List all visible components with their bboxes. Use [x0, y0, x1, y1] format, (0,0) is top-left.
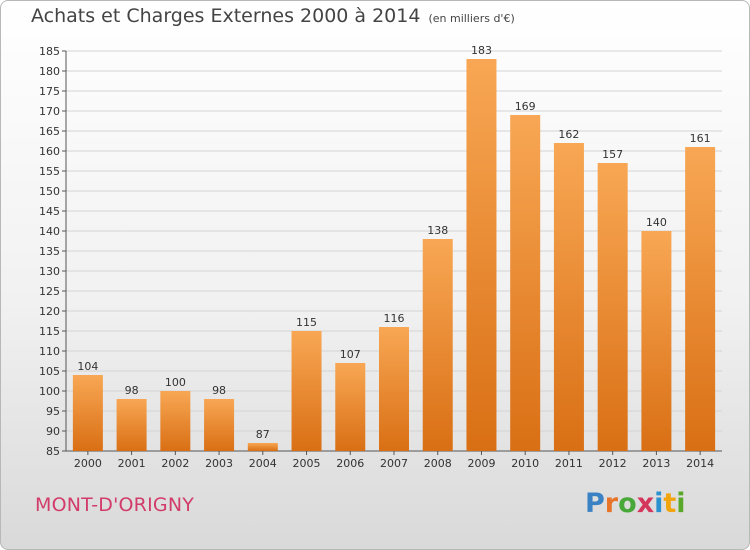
bar [597, 163, 628, 451]
x-tick-label: 2006 [336, 457, 364, 470]
proxiti-logo: Proxiti [585, 488, 686, 519]
logo-letter: P [585, 488, 605, 519]
logo-letter: o [618, 488, 637, 519]
bars [72, 59, 716, 451]
x-tick-label: 2009 [467, 457, 495, 470]
x-tick-label: 2012 [599, 457, 627, 470]
data-label: 87 [256, 428, 270, 441]
x-tick-label: 2003 [205, 457, 233, 470]
data-label: 162 [558, 128, 579, 141]
x-tick-label: 2010 [511, 457, 539, 470]
y-tick-label: 160 [39, 145, 60, 158]
data-label: 183 [471, 44, 492, 57]
data-label: 98 [212, 384, 226, 397]
data-label: 98 [125, 384, 139, 397]
data-label: 169 [515, 100, 536, 113]
bar [160, 391, 191, 451]
logo-letter: x [636, 488, 655, 519]
bar [247, 443, 278, 451]
y-tick-label: 175 [39, 85, 60, 98]
data-label: 104 [77, 360, 98, 373]
logo-letter: r [604, 488, 619, 519]
y-tick-label: 185 [39, 45, 60, 58]
y-tick-label: 120 [39, 305, 60, 318]
y-tick-label: 90 [46, 425, 60, 438]
y-tick-label: 135 [39, 245, 60, 258]
axes: 85 90 95 100 105 110 115 120 125 130 135 140 145 150 1… [39, 45, 722, 470]
data-label: 116 [384, 312, 405, 325]
data-label: 161 [690, 132, 711, 145]
logo-letter: i [676, 488, 686, 519]
x-tick-label: 2000 [74, 457, 102, 470]
y-tick-label: 125 [39, 285, 60, 298]
x-tick-label: 2001 [118, 457, 146, 470]
chart-title-text: Achats et Charges Externes 2000 à 2014 [31, 5, 421, 27]
bar [204, 399, 235, 451]
data-label: 115 [296, 316, 317, 329]
bar [72, 375, 103, 451]
bar [685, 147, 716, 451]
logo-letter: i [654, 488, 664, 519]
y-tick-label: 110 [39, 345, 60, 358]
data-label: 100 [165, 376, 186, 389]
y-tick-label: 140 [39, 225, 60, 238]
x-tick-label: 2013 [642, 457, 670, 470]
data-label: 107 [340, 348, 361, 361]
x-tick-label: 2011 [555, 457, 583, 470]
y-tick-label: 115 [39, 325, 60, 338]
x-tick-label: 2014 [686, 457, 714, 470]
bar [379, 327, 409, 451]
commune-name: MONT-D'ORIGNY [35, 494, 195, 516]
bar [510, 115, 541, 451]
x-tick-label: 2007 [380, 457, 408, 470]
y-tick-label: 180 [39, 65, 60, 78]
bar [291, 331, 322, 451]
chart-title: Achats et Charges Externes 2000 à 2014 (e… [31, 5, 515, 27]
y-tick-label: 95 [46, 405, 60, 418]
y-tick-label: 170 [39, 105, 60, 118]
y-tick-label: 165 [39, 125, 60, 138]
x-tick-label: 2008 [424, 457, 452, 470]
y-tick-label: 145 [39, 205, 60, 218]
y-tick-label: 150 [39, 185, 60, 198]
bar [422, 239, 453, 451]
bar [466, 59, 497, 451]
data-label: 138 [427, 224, 448, 237]
y-tick-label: 155 [39, 165, 60, 178]
x-tick-label: 2002 [161, 457, 189, 470]
y-tick-label: 130 [39, 265, 60, 278]
data-label: 140 [646, 216, 667, 229]
x-tick-label: 2004 [249, 457, 277, 470]
bar [116, 399, 147, 451]
y-tick-label: 105 [39, 365, 60, 378]
chart-subtitle: (en milliers d'€) [428, 12, 515, 25]
y-tick-label: 85 [46, 445, 60, 458]
y-tick-label: 100 [39, 385, 60, 398]
bar [335, 363, 366, 451]
logo-letter: t [663, 488, 677, 519]
x-tick-label: 2005 [293, 457, 321, 470]
data-labels: 104 98 100 98 87 115 107 116 138 183 169 162 157 140 1… [77, 44, 710, 441]
bar [553, 143, 584, 451]
bar [641, 231, 672, 451]
data-label: 157 [602, 148, 623, 161]
